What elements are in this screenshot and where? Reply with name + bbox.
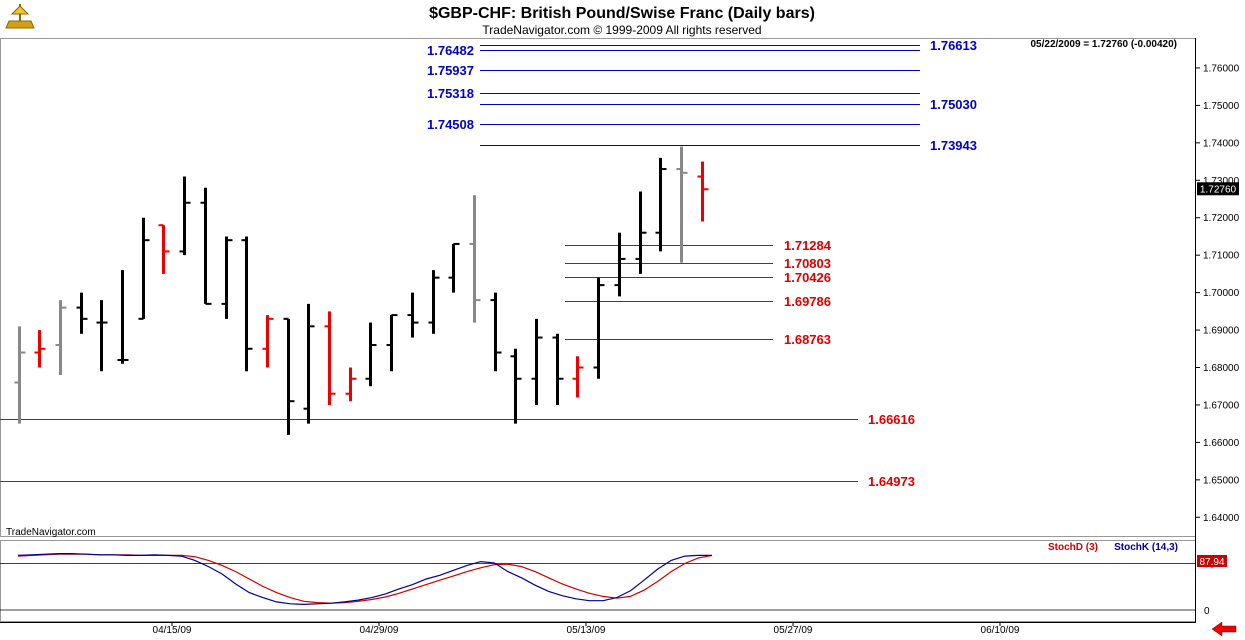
y-tick-label: 1.71000 <box>1203 251 1240 262</box>
stochastic-layer: 750 <box>0 552 1216 617</box>
x-tick-label: 04/15/09 <box>153 625 192 636</box>
ohlc-bar <box>572 356 584 398</box>
ohlc-bar <box>76 292 88 334</box>
ohlc-bar <box>158 224 170 274</box>
level-label: 1.64973 <box>868 474 915 489</box>
level-label: 1.70803 <box>784 256 831 271</box>
ohlc-bar <box>345 367 357 402</box>
date-axis: 04/15/09 04/29/09 05/13/09 05/27/09 06/10/09 <box>153 622 1020 636</box>
stoch-tick-label: 0 <box>1204 606 1210 617</box>
level-label: 1.73943 <box>930 138 977 153</box>
indicator-panel <box>0 540 1196 622</box>
stochd-line <box>17 553 713 604</box>
level-label: 1.76613 <box>930 38 977 53</box>
ohlc-bar <box>655 157 667 252</box>
ohlc-bar <box>138 217 150 320</box>
y-tick-label: 1.70000 <box>1203 288 1240 299</box>
ohlc-bar <box>428 270 440 334</box>
scroll-right-arrow-icon[interactable] <box>1208 621 1240 637</box>
x-tick-label: 04/29/09 <box>360 625 399 636</box>
level-label: 1.76482 <box>427 43 474 58</box>
ohlc-bar <box>531 318 543 405</box>
y-tick-label: 1.64000 <box>1203 513 1240 524</box>
ohlc-bar <box>324 311 336 405</box>
y-tick-label: 1.75000 <box>1203 101 1240 112</box>
chart-subtitle: TradeNavigator.com © 1999-2009 All right… <box>482 23 761 37</box>
indicator-value-tag: 87.94 <box>1197 555 1227 568</box>
ohlc-bar <box>365 322 377 387</box>
last-quote: 05/22/2009 = 1.72760 (-0.00420) <box>1030 39 1177 50</box>
indicator-value: 87.94 <box>1199 557 1224 568</box>
trade-navigator-logo <box>5 4 35 29</box>
ohlc-bar <box>552 333 564 405</box>
ohlc-bar <box>697 161 709 222</box>
y-tick-label: 1.76000 <box>1203 63 1240 74</box>
ohlc-bar <box>262 315 274 368</box>
ohlc-bar <box>200 187 212 305</box>
ohlc-bar <box>179 176 191 256</box>
y-tick-label: 1.65000 <box>1203 475 1240 486</box>
level-label: 1.75318 <box>427 86 474 101</box>
level-label: 1.74508 <box>427 117 474 132</box>
level-label: 1.68763 <box>784 332 831 347</box>
levels-layer: 1.76613 1.76482 1.75937 1.75318 1.75030 1.745… <box>0 38 977 489</box>
stochk-legend: StochK (14,3) <box>1114 542 1178 553</box>
stochd-legend: StochD (3) <box>1048 542 1098 553</box>
level-label: 1.70426 <box>784 270 831 285</box>
ohlc-bar <box>448 242 460 293</box>
y-tick-label: 1.66000 <box>1203 438 1240 449</box>
ohlc-bars <box>14 146 709 435</box>
price-tag-value: 1.72760 <box>1200 184 1237 195</box>
level-label: 1.75937 <box>427 63 474 78</box>
ohlc-bar <box>221 236 233 319</box>
ohlc-bar <box>593 277 605 379</box>
watermark: TradeNavigator.com <box>6 527 96 538</box>
ohlc-bar <box>34 330 46 368</box>
ohlc-bar <box>469 195 481 323</box>
price-tag: 1.72760 <box>1197 182 1239 196</box>
ohlc-bar <box>283 317 295 435</box>
ohlc-bar <box>635 191 647 274</box>
stochk-line <box>17 552 712 606</box>
y-tick-label: 1.73000 <box>1203 176 1240 187</box>
ohlc-bar <box>510 348 522 424</box>
ohlc-bar <box>614 232 626 297</box>
y-tick-label: 1.67000 <box>1203 400 1240 411</box>
ohlc-bar <box>676 146 688 263</box>
ohlc-bar <box>386 314 398 372</box>
y-tick-label: 1.69000 <box>1203 326 1240 337</box>
x-tick-label: 05/13/09 <box>567 625 606 636</box>
ohlc-bar <box>241 236 253 372</box>
level-label: 1.71284 <box>784 238 832 253</box>
level-label: 1.69786 <box>784 294 831 309</box>
ohlc-bar <box>96 300 108 372</box>
price-axis: 1.64000 1.65000 1.66000 1.67000 1.68000 1.690… <box>1195 63 1240 524</box>
x-tick-label: 06/10/09 <box>981 625 1020 636</box>
y-tick-label: 1.74000 <box>1203 138 1240 149</box>
x-tick-label: 05/27/09 <box>774 625 813 636</box>
y-tick-label: 1.68000 <box>1203 363 1240 374</box>
chart-title: $GBP-CHF: British Pound/Swise Franc (Dai… <box>429 5 815 22</box>
ohlc-bar <box>407 292 419 338</box>
level-label: 1.66616 <box>868 412 915 427</box>
ohlc-bar <box>14 326 26 424</box>
level-label: 1.75030 <box>930 97 977 112</box>
ohlc-bar <box>55 300 67 375</box>
y-tick-label: 1.72000 <box>1203 213 1240 224</box>
ohlc-bar <box>117 270 129 364</box>
ohlc-bar <box>490 292 502 372</box>
ohlc-bar <box>303 303 315 424</box>
